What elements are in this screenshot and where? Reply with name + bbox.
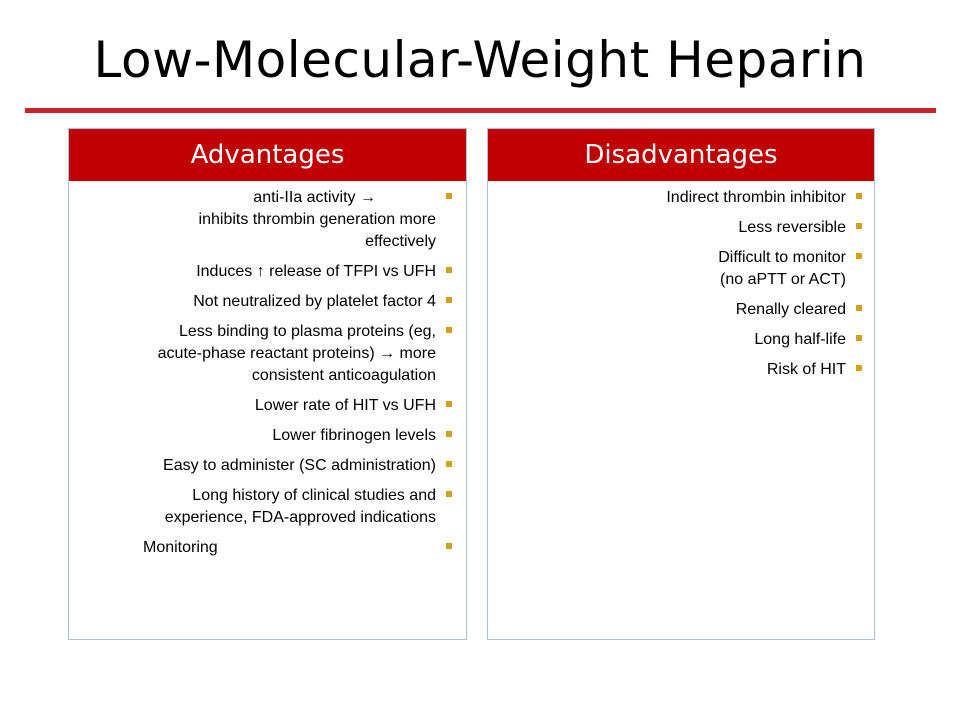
advantages-heading: Advantages [69, 129, 466, 181]
bullet-icon [856, 253, 862, 259]
list-item: Renally cleared [488, 299, 874, 321]
list-item: Long half-life [488, 329, 874, 351]
list-item: Induces ↑ release of TFPI vs UFH [69, 261, 466, 283]
item-line: Lower fibrinogen levels [272, 427, 436, 444]
bullet-icon [856, 335, 862, 341]
item-line: inhibits thrombin generation more [198, 211, 436, 228]
bullet-icon [446, 461, 452, 467]
item-line: anti-IIa activity → [253, 189, 376, 206]
list-item: Indirect thrombin inhibitor [488, 187, 874, 209]
list-item: Long history of clinical studies and exp… [69, 485, 466, 529]
list-item: Monitoring [69, 537, 466, 559]
item-line: Difficult to monitor [718, 249, 846, 266]
list-item: Difficult to monitor (no aPTT or ACT) [488, 247, 874, 291]
item-line: Long half-life [754, 331, 846, 348]
advantages-list: anti-IIa activity → inhibits thrombin ge… [69, 181, 466, 559]
title-divider [25, 108, 936, 113]
item-line: Risk of HIT [766, 361, 846, 378]
slide-title: Low-Molecular-Weight Heparin [93, 31, 867, 89]
item-line: effectively [365, 233, 436, 250]
bullet-icon [856, 193, 862, 199]
bullet-icon [446, 431, 452, 437]
list-item: Easy to administer (SC administration) [69, 455, 466, 477]
item-line: Indirect thrombin inhibitor [666, 189, 846, 206]
item-line: Not neutralized by platelet factor 4 [193, 293, 436, 310]
disadvantages-list: Indirect thrombin inhibitor Less reversi… [488, 181, 874, 381]
item-line: Induces ↑ release of TFPI vs UFH [196, 263, 436, 280]
bullet-icon [446, 543, 452, 549]
bullet-icon [856, 305, 862, 311]
bullet-icon [446, 267, 452, 273]
item-line: Monitoring [143, 539, 218, 556]
bullet-icon [446, 401, 452, 407]
disadvantages-heading: Disadvantages [488, 129, 874, 181]
list-item: anti-IIa activity → inhibits thrombin ge… [69, 187, 466, 253]
item-line: Less binding to plasma proteins (eg, [178, 323, 436, 340]
item-line: experience, FDA-approved indications [164, 509, 436, 526]
list-item: Not neutralized by platelet factor 4 [69, 291, 466, 313]
bullet-icon [446, 327, 452, 333]
bullet-icon [856, 365, 862, 371]
item-line: Renally cleared [735, 301, 846, 318]
item-line: Long history of clinical studies and [192, 487, 436, 504]
advantages-panel: Advantages anti-IIa activity → inhibits … [68, 128, 467, 640]
list-item: Less reversible [488, 217, 874, 239]
item-line: Easy to administer (SC administration) [163, 457, 436, 474]
list-item: Risk of HIT [488, 359, 874, 381]
item-line: (no aPTT or ACT) [720, 271, 846, 288]
list-item: Lower rate of HIT vs UFH [69, 395, 466, 417]
item-line: consistent anticoagulation [251, 367, 436, 384]
item-line: Less reversible [738, 219, 846, 236]
item-line: Lower rate of HIT vs UFH [254, 397, 436, 414]
bullet-icon [446, 297, 452, 303]
bullet-icon [446, 193, 452, 199]
list-item: Less binding to plasma proteins (eg, acu… [69, 321, 466, 387]
item-line: acute-phase reactant proteins) → more [157, 345, 436, 362]
disadvantages-panel: Disadvantages Indirect thrombin inhibito… [487, 128, 875, 640]
bullet-icon [856, 223, 862, 229]
bullet-icon [446, 491, 452, 497]
list-item: Lower fibrinogen levels [69, 425, 466, 447]
